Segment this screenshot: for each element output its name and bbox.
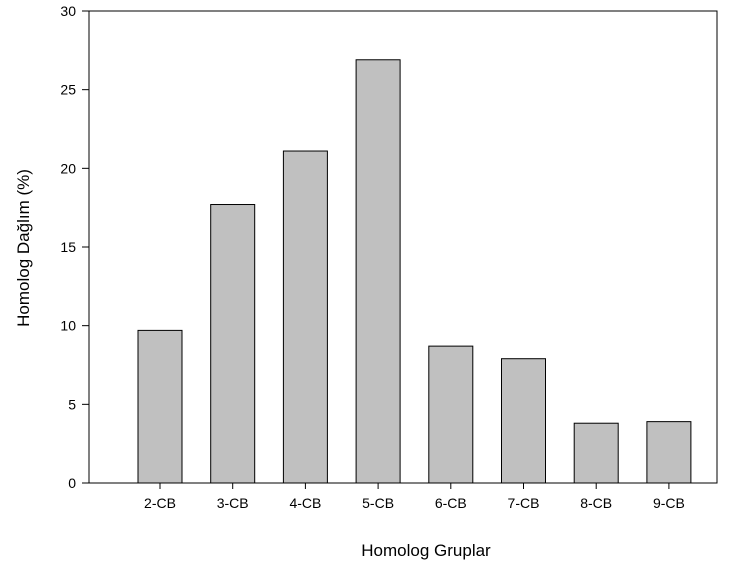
bar-5-cb (355, 59, 401, 484)
y-tick-label: 20 (60, 160, 76, 176)
bars-group (137, 59, 692, 484)
x-tick-label: 7-CB (508, 495, 540, 511)
y-tick-label: 15 (60, 239, 76, 255)
bar-2-cb (137, 329, 183, 484)
bar-8-cb (573, 422, 619, 484)
y-axis-ticks: 0 5 10 15 20 25 30 (60, 3, 89, 491)
bar-7-cb (501, 358, 546, 484)
y-tick-label: 5 (68, 396, 76, 412)
plot-border (88, 10, 718, 484)
bar-6-cb (428, 345, 474, 484)
x-tick-label: 8-CB (580, 495, 612, 511)
y-tick-label: 10 (60, 318, 76, 334)
x-tick-label: 3-CB (217, 495, 249, 511)
y-tick-label: 30 (60, 3, 76, 19)
x-tick-label: 5-CB (362, 495, 394, 511)
y-axis-title: Homolog Dağlım (%) (14, 169, 33, 327)
x-axis-title: Homolog Gruplar (361, 541, 491, 560)
bar-3-cb (210, 204, 256, 484)
x-tick-label: 2-CB (144, 495, 176, 511)
y-tick-label: 0 (68, 475, 76, 491)
x-tick-label: 4-CB (289, 495, 321, 511)
bar-4-cb (282, 150, 328, 484)
bar-9-cb (646, 421, 692, 484)
x-axis-ticks: 2-CB 3-CB 4-CB 5-CB 6-CB 7-CB 8-CB 9-CB (144, 483, 685, 511)
y-tick-label: 25 (60, 82, 76, 98)
plot-frame (88, 10, 718, 484)
x-tick-label: 6-CB (435, 495, 467, 511)
x-tick-label: 9-CB (653, 495, 685, 511)
